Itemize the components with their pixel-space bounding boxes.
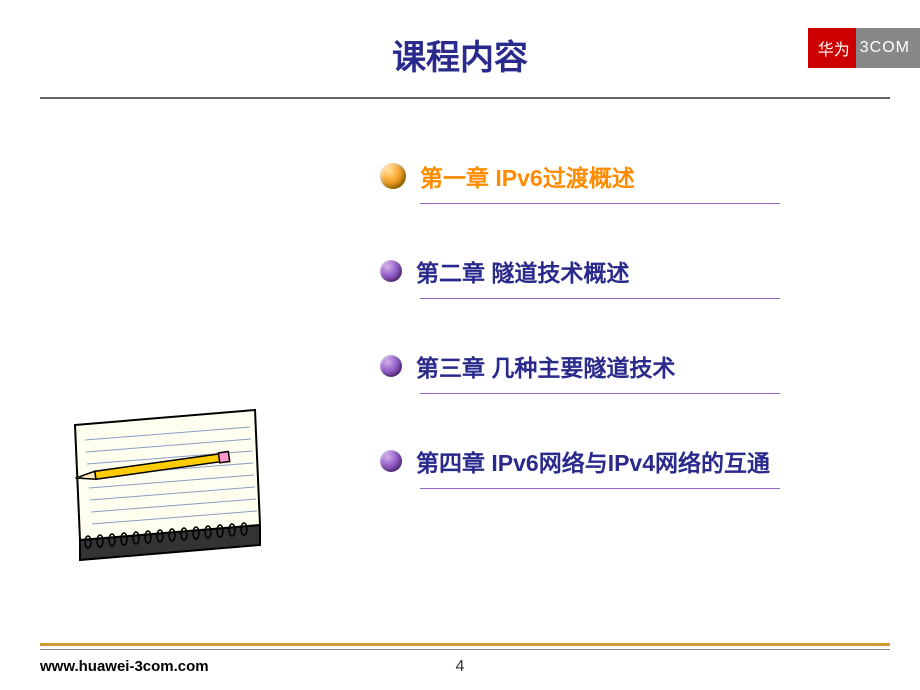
chapter-item: 第三章 几种主要隧道技术 (380, 349, 820, 394)
notepad-icon (50, 390, 280, 570)
chapter-title: 第四章 IPv6网络与IPv4网络的互通 (416, 444, 770, 478)
chapter-underline (420, 203, 780, 204)
slide-footer: www.huawei-3com.com 4 (0, 643, 920, 675)
page-number: 4 (456, 658, 465, 676)
chapter-item: 第四章 IPv6网络与IPv4网络的互通 (380, 444, 820, 489)
chapter-underline (420, 488, 780, 489)
chapter-item: 第二章 隧道技术概述 (380, 254, 820, 299)
footer-url: www.huawei-3com.com (40, 658, 209, 675)
bullet-icon (380, 260, 402, 282)
brand-logo: 华为 3COM (808, 28, 920, 68)
chapter-underline (420, 393, 780, 394)
chapter-title: 第一章 IPv6过渡概述 (420, 159, 635, 193)
bullet-icon (380, 355, 402, 377)
bullet-icon (380, 450, 402, 472)
slide-title: 课程内容 (0, 30, 920, 79)
chapter-title: 第三章 几种主要隧道技术 (416, 349, 675, 383)
bullet-icon (380, 163, 406, 189)
footer-line-gray (40, 649, 890, 650)
logo-huawei: 华为 (808, 28, 856, 68)
footer-line-gold (40, 643, 890, 646)
chapter-item: 第一章 IPv6过渡概述 (380, 159, 820, 204)
chapter-underline (420, 298, 780, 299)
logo-3com: 3COM (856, 28, 920, 68)
chapter-title: 第二章 隧道技术概述 (416, 254, 629, 288)
